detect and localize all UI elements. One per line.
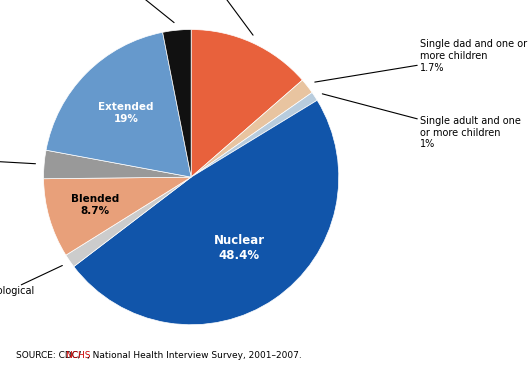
Text: , National Health Interview Survey, 2001–2007.: , National Health Interview Survey, 2001… xyxy=(87,351,302,360)
Wedge shape xyxy=(162,30,191,177)
Text: Extended
19%: Extended 19% xyxy=(98,102,154,124)
Text: SOURCE: CDC/: SOURCE: CDC/ xyxy=(16,351,81,360)
Text: Single adult and one
or more children
1%: Single adult and one or more children 1% xyxy=(322,94,521,149)
Text: Cohabiting
3.1%: Cohabiting 3.1% xyxy=(0,149,36,170)
Text: Single dad and one or
more children
1.7%: Single dad and one or more children 1.7% xyxy=(315,39,527,82)
Text: Other
3.1%: Other 3.1% xyxy=(92,0,174,23)
Wedge shape xyxy=(191,93,317,177)
Text: Single mom and one or more children
13.6%: Single mom and one or more children 13.6… xyxy=(111,0,295,35)
Text: Unmarried biological
or adoptive
1.5%: Unmarried biological or adoptive 1.5% xyxy=(0,266,62,319)
Wedge shape xyxy=(191,30,303,177)
Text: NCHS: NCHS xyxy=(65,351,90,360)
Wedge shape xyxy=(66,177,191,266)
Wedge shape xyxy=(44,177,191,255)
Wedge shape xyxy=(46,32,191,177)
Wedge shape xyxy=(74,100,339,325)
Text: Nuclear
48.4%: Nuclear 48.4% xyxy=(214,234,265,262)
Wedge shape xyxy=(44,150,191,179)
Text: Blended
8.7%: Blended 8.7% xyxy=(71,194,119,216)
Wedge shape xyxy=(191,80,312,177)
